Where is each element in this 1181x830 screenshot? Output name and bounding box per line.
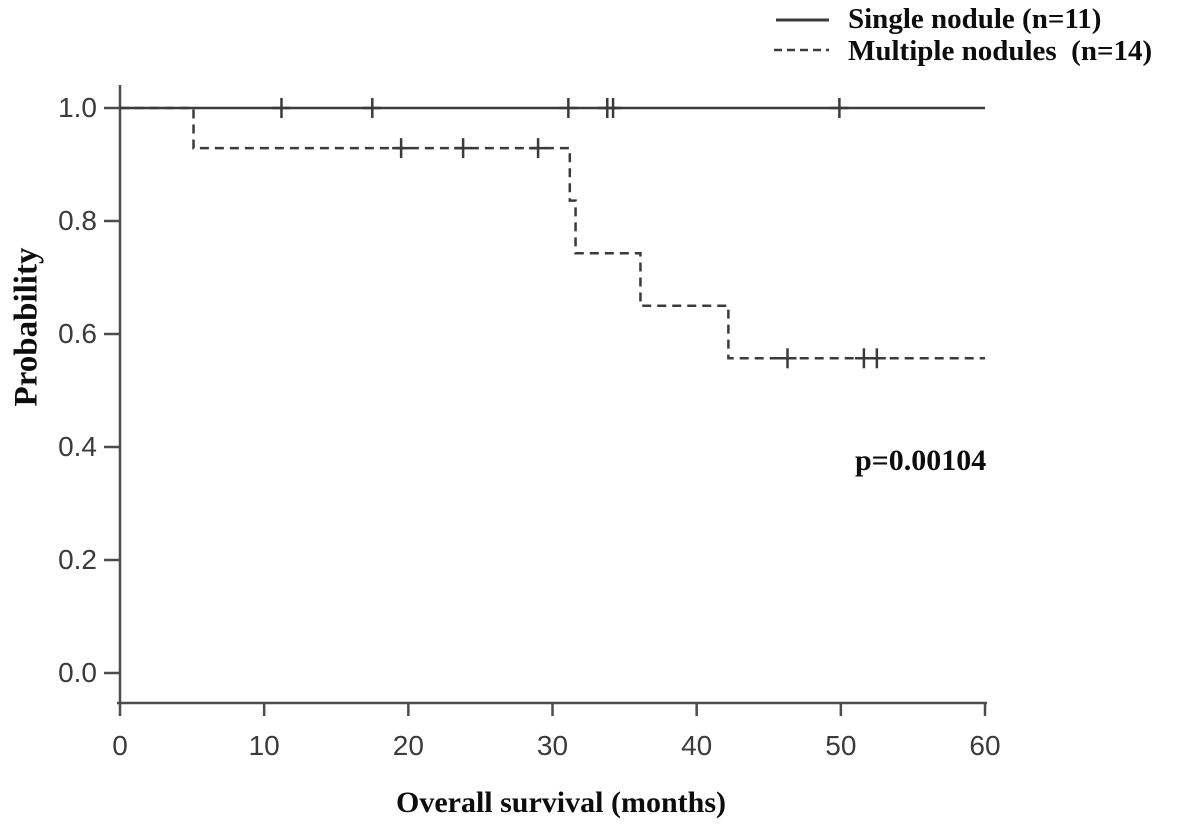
legend-label-multiple-nodules: Multiple nodules (n=14) bbox=[848, 35, 1153, 67]
p-value-annotation: p=0.00104 bbox=[855, 444, 987, 477]
x-tick-label: 60 bbox=[969, 730, 1001, 761]
survival-curve-multiple bbox=[120, 106, 985, 360]
x-tick-label: 0 bbox=[112, 730, 128, 761]
x-tick-label: 50 bbox=[825, 730, 857, 761]
y-tick-label: 0.8 bbox=[58, 205, 97, 236]
y-tick-label: 0.6 bbox=[58, 318, 97, 349]
x-tick-label: 40 bbox=[681, 730, 713, 761]
y-tick-label: 0.0 bbox=[58, 657, 97, 688]
y-tick-label: 1.0 bbox=[58, 92, 97, 123]
x-axis-title: Overall survival (months) bbox=[396, 786, 726, 819]
x-tick-label: 30 bbox=[536, 730, 569, 761]
y-tick-label: 0.2 bbox=[58, 544, 97, 575]
y-tick-label: 0.4 bbox=[58, 431, 97, 462]
x-tick-label: 20 bbox=[392, 730, 424, 761]
legend-label-single-nodule: Single nodule (n=11) bbox=[848, 3, 1102, 35]
y-axis-title: Probability bbox=[8, 247, 45, 407]
x-tick-label: 10 bbox=[248, 730, 280, 761]
